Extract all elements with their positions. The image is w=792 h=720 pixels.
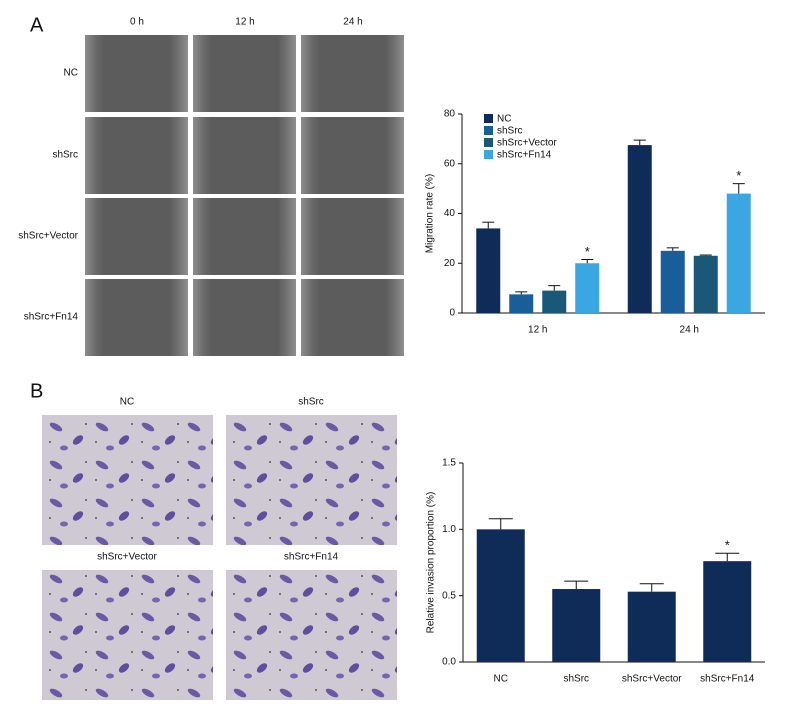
scratch-image [301, 35, 404, 112]
bar [552, 589, 601, 662]
y-axis-label: Migration rate (%) [425, 174, 436, 253]
legend-swatch [484, 138, 493, 147]
bar [509, 294, 534, 313]
panel-label: B [30, 380, 43, 402]
x-tick-label: shSrc+Vector [622, 674, 682, 685]
column-label: 12 h [235, 17, 254, 28]
significance-marker: * [725, 538, 730, 553]
bar [703, 561, 752, 662]
significance-marker: * [736, 168, 741, 183]
row-label: shSrc [52, 150, 78, 161]
legend-swatch [484, 114, 493, 123]
panel-label: A [30, 14, 44, 36]
scratch-image [85, 35, 188, 112]
y-tick-label: 0.0 [442, 657, 456, 668]
legend-swatch [484, 150, 493, 159]
scratch-image [193, 117, 296, 194]
y-tick-label: 1.5 [442, 458, 456, 469]
bar [476, 529, 525, 662]
scratch-image [85, 117, 188, 194]
legend-label: shSrc+Fn14 [497, 150, 552, 161]
y-tick-label: 1.0 [442, 524, 456, 535]
legend-label: shSrc+Vector [497, 138, 557, 149]
x-tick-label: shSrc [563, 674, 589, 685]
invasion-image [42, 570, 213, 700]
legend-label: NC [497, 114, 511, 125]
image-label: shSrc+Vector [97, 552, 157, 563]
scratch-image [301, 279, 404, 356]
y-tick-label: 0 [449, 308, 455, 319]
y-tick-label: 60 [444, 158, 456, 169]
legend-swatch [484, 126, 493, 135]
row-label: shSrc+Vector [18, 231, 78, 242]
image-label: NC [120, 397, 134, 408]
bar [627, 145, 652, 313]
image-label: shSrc [298, 397, 324, 408]
bar [693, 255, 718, 313]
scratch-image [301, 117, 404, 194]
column-label: 0 h [130, 17, 144, 28]
scratch-image [85, 198, 188, 275]
x-tick-label: 12 h [528, 325, 547, 336]
legend-label: shSrc [497, 126, 523, 137]
bar [726, 193, 751, 313]
row-label: shSrc+Fn14 [24, 312, 79, 323]
invasion-image [226, 570, 397, 700]
scratch-image [85, 279, 188, 356]
bar [660, 250, 685, 313]
invasion-image [42, 415, 213, 545]
scratch-image [301, 198, 404, 275]
image-label: shSrc+Fn14 [284, 552, 339, 563]
bar [627, 591, 676, 662]
scratch-image [193, 198, 296, 275]
column-label: 24 h [343, 17, 362, 28]
x-tick-label: shSrc+Fn14 [700, 674, 755, 685]
y-tick-label: 20 [444, 258, 456, 269]
bar [476, 228, 501, 313]
y-axis-label: Relative invasion proportion (%) [426, 492, 437, 634]
x-tick-label: NC [494, 674, 508, 685]
bar [575, 263, 600, 313]
bar [542, 290, 567, 313]
scratch-image [193, 279, 296, 356]
x-tick-label: 24 h [680, 325, 699, 336]
invasion-image [226, 415, 397, 545]
significance-marker: * [585, 244, 590, 259]
scratch-image [193, 35, 296, 112]
y-tick-label: 40 [444, 208, 456, 219]
y-tick-label: 0.5 [442, 590, 456, 601]
y-tick-label: 80 [444, 109, 456, 120]
row-label: NC [64, 68, 78, 79]
